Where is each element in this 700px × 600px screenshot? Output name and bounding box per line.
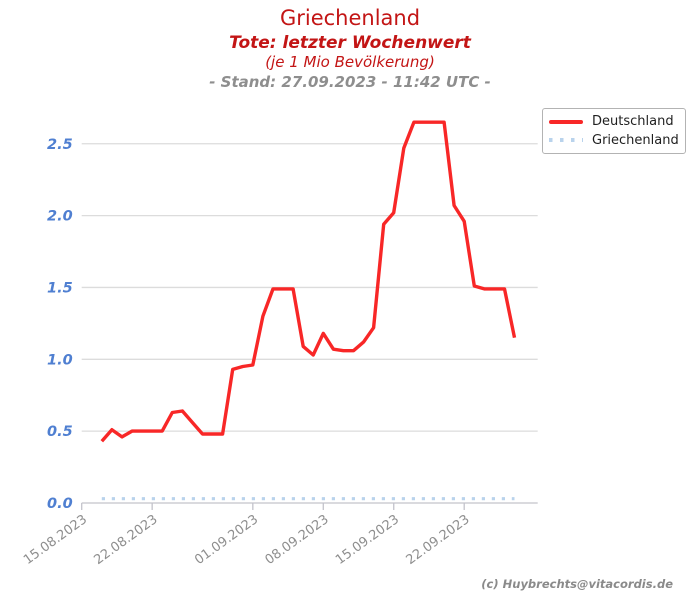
y-tick-label: 0.5 [47, 424, 73, 440]
chart-stand-timestamp: - Stand: 27.09.2023 - 11:42 UTC - [209, 72, 491, 91]
y-tick-label: 1.0 [47, 352, 73, 368]
page-title: Griechenland [279, 6, 421, 30]
y-tick-label: 2.5 [47, 137, 73, 153]
y-tick-label: 0.0 [47, 496, 73, 512]
legend-label-deutschland: Deutschland [592, 114, 674, 130]
y-tick-label: 1.5 [47, 280, 73, 296]
x-tick-label: 22.08.2023 [91, 512, 160, 568]
x-tick-label: 15.09.2023 [333, 512, 402, 568]
chart-subtitle: Tote: letzter Wochenwert [229, 32, 471, 53]
legend-solid-line-swatch [549, 120, 583, 124]
legend-item-griechenland: Griechenland [549, 133, 679, 148]
chart-header: Griechenland Tote: letzter Wochenwert (j… [0, 6, 700, 91]
y-tick-label: 2.0 [47, 209, 73, 225]
x-tick-label: 22.09.2023 [404, 512, 473, 568]
x-tick-label: 15.08.2023 [21, 512, 90, 568]
x-tick-label: 01.09.2023 [192, 512, 261, 568]
watermark-credit: (c) Huybrechts@vitacordis.de [481, 577, 673, 591]
legend-dotted-line-swatch [549, 138, 583, 142]
series-line-deutschland [100, 120, 517, 443]
legend-item-deutschland: Deutschland [549, 114, 679, 129]
x-tick-label: 08.09.2023 [263, 512, 332, 568]
chart-legend: Deutschland Griechenland [542, 108, 686, 154]
legend-label-griechenland: Griechenland [592, 132, 679, 148]
chart-subtitle-unit: (je 1 Mio Bevölkerung) [265, 52, 435, 71]
